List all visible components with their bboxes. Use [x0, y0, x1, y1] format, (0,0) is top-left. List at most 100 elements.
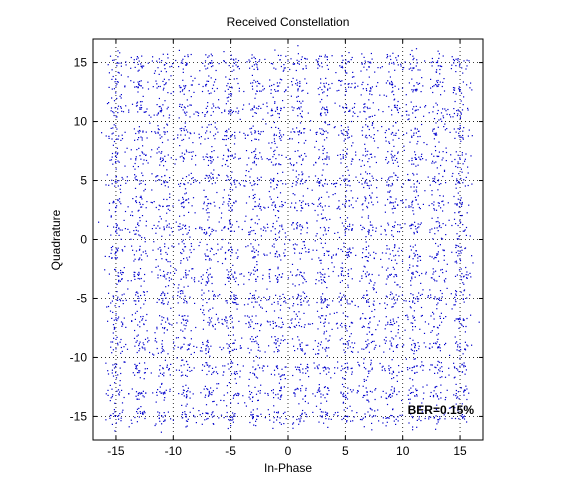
data-point — [203, 189, 205, 191]
data-point — [270, 62, 272, 65]
data-point — [224, 283, 226, 286]
data-point — [198, 410, 200, 412]
data-point — [438, 141, 440, 143]
data-point — [221, 229, 223, 231]
data-point — [165, 71, 167, 73]
data-point — [187, 274, 189, 276]
data-point — [302, 100, 304, 102]
data-point — [444, 418, 446, 420]
data-point — [255, 93, 257, 95]
data-point — [207, 63, 210, 65]
data-point — [205, 255, 207, 257]
data-point — [356, 412, 358, 414]
data-point — [334, 412, 336, 414]
data-point — [396, 299, 398, 301]
data-point — [460, 405, 462, 408]
data-point — [359, 280, 361, 282]
data-point — [162, 159, 164, 161]
data-point — [331, 183, 333, 185]
data-point — [109, 310, 112, 312]
data-point — [432, 238, 434, 240]
data-point — [282, 171, 284, 173]
data-point — [218, 321, 220, 324]
data-point — [133, 230, 135, 232]
data-point — [407, 269, 409, 271]
data-point — [233, 394, 236, 396]
data-point — [444, 412, 446, 414]
data-point — [117, 152, 119, 154]
data-point — [249, 274, 251, 276]
data-point — [321, 89, 323, 91]
data-point — [294, 326, 296, 328]
data-point — [436, 334, 438, 336]
data-point — [204, 385, 206, 387]
data-point — [305, 372, 307, 374]
data-point — [215, 230, 217, 232]
data-point — [181, 359, 183, 361]
data-point — [228, 113, 230, 115]
data-point — [134, 278, 136, 280]
data-point — [369, 390, 371, 392]
data-point — [362, 325, 364, 327]
data-point — [217, 373, 219, 375]
data-point — [183, 129, 185, 132]
data-point — [392, 318, 394, 320]
data-point — [439, 344, 441, 346]
data-point — [374, 309, 376, 311]
data-point — [353, 76, 355, 78]
data-point — [447, 108, 449, 111]
data-point — [237, 394, 239, 397]
data-point — [322, 169, 324, 171]
data-point — [339, 324, 342, 326]
data-point — [164, 64, 166, 66]
data-point — [393, 255, 395, 257]
data-point — [262, 89, 264, 91]
data-point — [412, 294, 414, 296]
data-point — [275, 325, 277, 327]
data-point — [281, 79, 283, 81]
data-point — [463, 391, 465, 393]
data-point — [142, 131, 144, 133]
data-point — [208, 235, 211, 237]
data-point — [302, 207, 304, 209]
data-point — [368, 327, 371, 329]
data-point — [270, 178, 272, 180]
data-point — [430, 416, 432, 418]
data-point — [253, 79, 255, 81]
data-point — [413, 67, 415, 69]
data-point — [185, 374, 187, 376]
data-point — [362, 203, 364, 205]
data-point — [257, 364, 259, 366]
data-point — [362, 385, 364, 387]
data-point — [121, 350, 123, 352]
data-point — [393, 416, 395, 418]
data-point — [338, 236, 341, 239]
data-point — [180, 293, 182, 295]
data-point — [413, 358, 415, 360]
data-point — [415, 228, 417, 230]
data-point — [227, 203, 229, 205]
data-point — [391, 109, 393, 111]
data-point — [252, 366, 254, 368]
data-point — [365, 246, 367, 248]
data-point — [301, 174, 303, 176]
data-point — [296, 96, 298, 98]
data-point — [373, 348, 375, 350]
data-point — [380, 396, 382, 398]
data-point — [326, 191, 328, 193]
data-point — [297, 296, 299, 298]
data-point — [360, 173, 362, 175]
data-point — [320, 315, 323, 317]
data-point — [378, 320, 380, 322]
data-point — [321, 133, 323, 136]
data-point — [373, 316, 375, 318]
data-point — [433, 162, 435, 164]
data-point — [238, 320, 240, 322]
data-point — [272, 225, 274, 228]
data-point — [395, 134, 397, 136]
data-point — [157, 265, 159, 267]
data-point — [290, 206, 292, 208]
data-point — [192, 142, 194, 144]
data-point — [139, 245, 141, 247]
data-point — [245, 202, 248, 204]
